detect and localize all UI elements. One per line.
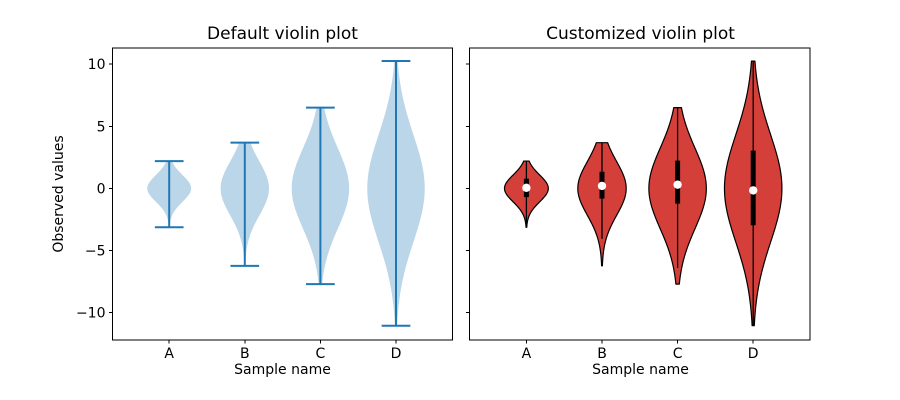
y-tick-label-10: 10: [88, 57, 106, 73]
y-tick-label--5: −5: [85, 244, 106, 260]
y-tick-label-0: 0: [97, 181, 106, 197]
x-tick-label-B: B: [597, 346, 607, 362]
left-plot-xlabel: Sample name: [234, 362, 331, 378]
left-plot-ylabel: Observed values: [51, 135, 67, 253]
median-dot-C: [673, 180, 682, 189]
x-tick-label-A: A: [522, 346, 532, 362]
axes-spines: [469, 47, 811, 341]
x-tick-label-B: B: [240, 346, 250, 362]
right-plot-title: Customized violin plot: [546, 24, 735, 44]
axes-spines: [112, 47, 454, 341]
x-tick-label-D: D: [748, 346, 759, 362]
y-tick-label--10: −10: [76, 306, 106, 322]
median-dot-B: [597, 181, 607, 191]
right-plot-xlabel: Sample name: [592, 362, 689, 378]
x-tick-label-D: D: [391, 346, 402, 362]
default-violin-axes: A B C D 10 5 0 −5 −10: [76, 47, 454, 362]
y-tick-label-5: 5: [97, 119, 106, 135]
median-dot-A: [522, 183, 531, 192]
left-plot-title: Default violin plot: [207, 24, 358, 44]
x-tick-label-C: C: [316, 346, 326, 362]
x-tick-label-A: A: [164, 346, 174, 362]
customized-violin-axes: A B C D: [466, 47, 811, 362]
x-tick-label-C: C: [673, 346, 683, 362]
median-dot-D: [749, 186, 758, 195]
